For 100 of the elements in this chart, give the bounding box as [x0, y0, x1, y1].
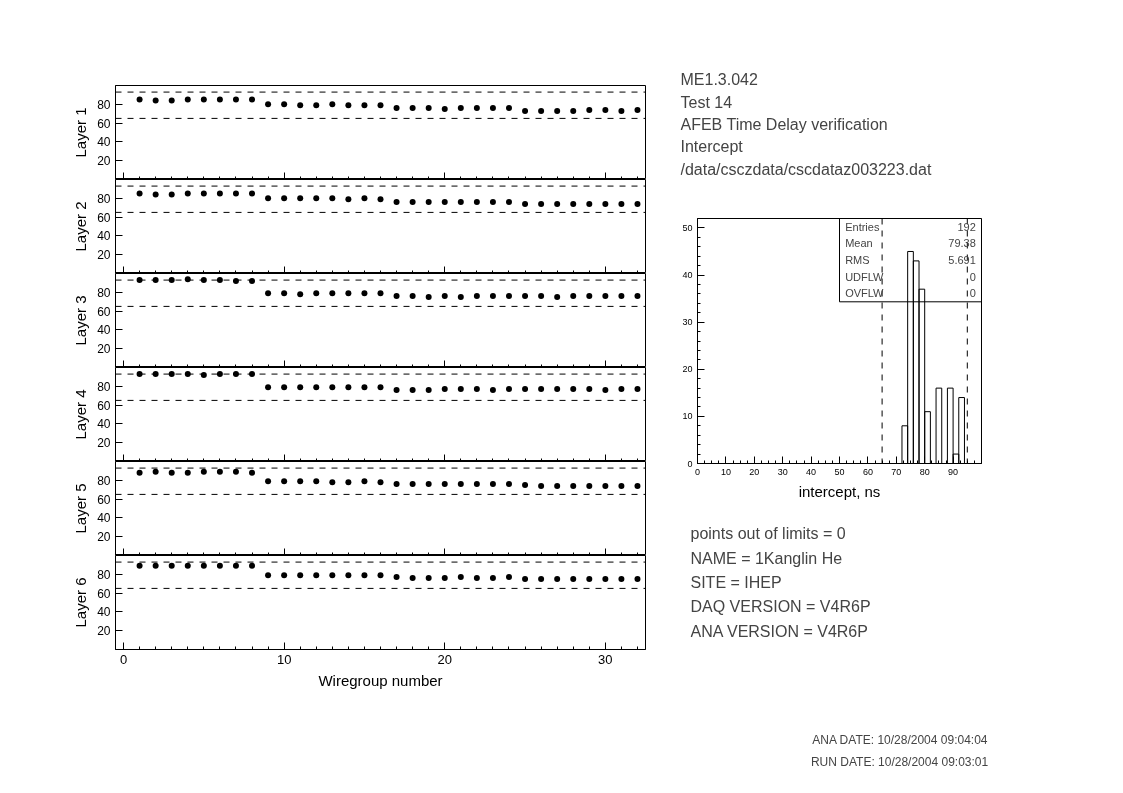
point: [522, 293, 529, 300]
point: [216, 562, 223, 569]
point: [441, 386, 448, 393]
point: [602, 106, 609, 113]
point: [281, 572, 288, 579]
text: NAME = 1Kanglin He: [690, 549, 843, 567]
point: [377, 479, 384, 486]
point: [345, 479, 352, 486]
point: [329, 195, 336, 202]
point: [522, 107, 529, 114]
point: [329, 101, 336, 108]
point: [329, 290, 336, 297]
point: [409, 575, 416, 582]
point: [152, 468, 159, 475]
point: [505, 293, 512, 300]
point: [570, 107, 577, 114]
point: [249, 190, 256, 197]
point: [409, 199, 416, 206]
point: [297, 102, 304, 109]
x-tick-label: 20: [749, 466, 760, 477]
annotation: 192: [957, 220, 976, 233]
point: [586, 576, 593, 582]
y-tick-label: 40: [97, 135, 111, 150]
point: [216, 371, 223, 378]
point: [184, 190, 191, 197]
point: [329, 572, 336, 579]
x-tick-label: 50: [834, 466, 845, 477]
text: points out of limits = 0: [690, 525, 846, 543]
y-tick-label: 0: [687, 458, 693, 469]
text: ANA VERSION = V4R6P: [690, 622, 868, 640]
point: [393, 387, 400, 394]
y-tick-label: 20: [97, 530, 111, 545]
point: [265, 195, 272, 202]
point: [168, 97, 175, 104]
y-tick-label: 60: [97, 492, 111, 507]
point: [473, 105, 480, 112]
point: [602, 200, 609, 207]
point: [634, 576, 641, 582]
point: [457, 199, 464, 206]
point: [618, 200, 625, 207]
text: Test 14: [680, 93, 733, 111]
point: [297, 195, 304, 202]
annotation: 0: [969, 287, 976, 300]
x-tick-label: 30: [777, 466, 788, 477]
point: [216, 468, 223, 475]
point: [152, 97, 159, 104]
point: [425, 199, 432, 206]
point: [345, 384, 352, 391]
point: [168, 191, 175, 198]
point: [425, 294, 432, 300]
point: [570, 200, 577, 207]
x-tick-label: 20: [437, 651, 452, 667]
point: [505, 199, 512, 206]
point: [249, 469, 256, 476]
point: [538, 576, 545, 582]
point: [361, 195, 368, 202]
point: [200, 468, 207, 475]
annotation: 5.691: [948, 254, 976, 267]
point: [345, 102, 352, 109]
point: [554, 386, 561, 393]
point: [554, 107, 561, 114]
point: [473, 575, 480, 582]
point: [361, 478, 368, 485]
point: [216, 277, 223, 284]
point: [634, 482, 641, 489]
point: [538, 107, 545, 114]
point: [200, 190, 207, 197]
point: [554, 200, 561, 207]
point: [232, 371, 239, 378]
y-tick-label: 50: [682, 222, 693, 233]
point: [329, 479, 336, 486]
annotation: Mean: [845, 237, 873, 250]
point: [538, 293, 545, 300]
point: [570, 386, 577, 393]
point: [281, 101, 288, 108]
x-tick-label: 40: [806, 466, 817, 477]
y-axis-title: Layer 3: [72, 295, 90, 346]
point: [489, 575, 496, 582]
point: [168, 469, 175, 476]
x-tick-label: 80: [919, 466, 930, 477]
point: [393, 199, 400, 206]
point: [441, 106, 448, 112]
y-axis-title: Layer 4: [72, 389, 90, 440]
y-axis-title: Layer 2: [72, 201, 90, 252]
point: [152, 562, 159, 569]
x-tick-label: 10: [720, 466, 731, 477]
point: [570, 293, 577, 300]
point: [473, 481, 480, 488]
text: DAQ VERSION = V4R6P: [690, 598, 871, 616]
point: [265, 572, 272, 579]
point: [586, 106, 593, 113]
y-tick-label: 20: [682, 364, 693, 375]
point: [441, 481, 448, 488]
text: ANA DATE: 10/28/2004 09:04:04: [812, 732, 988, 747]
point: [489, 387, 496, 394]
y-tick-label: 80: [97, 379, 111, 394]
point: [505, 386, 512, 393]
point: [361, 290, 368, 297]
point: [265, 478, 272, 485]
point: [249, 562, 256, 569]
